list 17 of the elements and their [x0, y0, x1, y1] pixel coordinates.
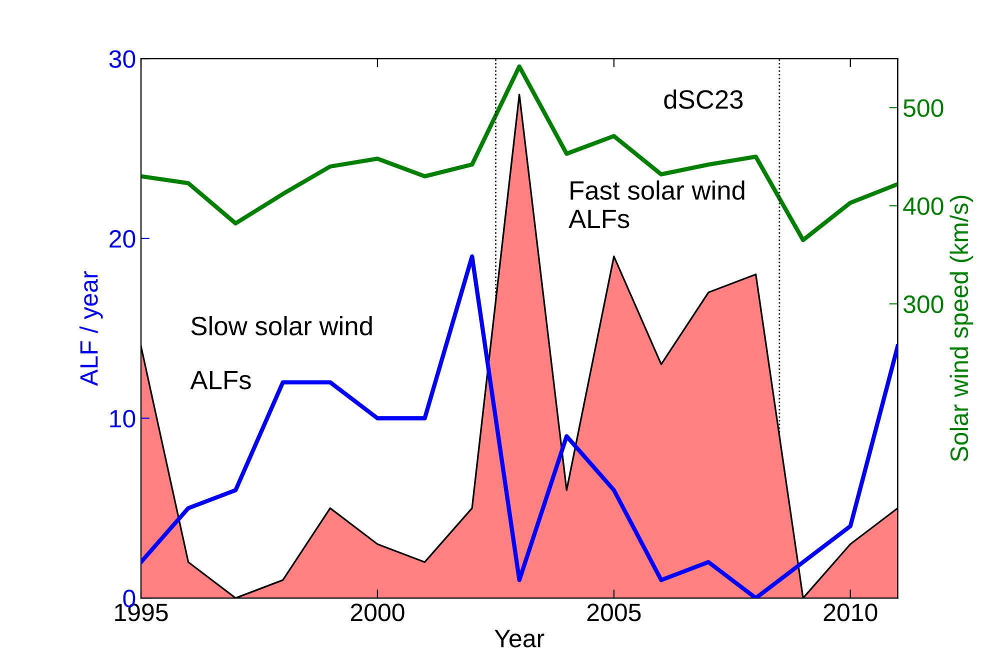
y-tick-label: 10	[110, 410, 136, 428]
y-tick-label: 30	[109, 50, 136, 68]
y-tick-label: 20	[110, 230, 136, 248]
y2-tick-label: 400	[903, 197, 944, 216]
y-axis-title: ALF / year	[79, 271, 103, 386]
annotation: Fast solar wind ALFs	[568, 180, 744, 228]
line-series	[141, 64, 898, 242]
annotation: ALFs	[190, 370, 251, 390]
y2-axis-title: Solar wind speed (km/s)	[950, 196, 974, 462]
annotation: dSC23	[664, 89, 743, 109]
y2-tick-label: 500	[904, 99, 944, 117]
x-axis-title: Year	[494, 630, 544, 648]
annotation: Slow solar wind	[191, 316, 372, 336]
x-tick-label: 2005	[587, 604, 641, 622]
x-tick-label: 2010	[824, 604, 878, 622]
x-tick-label: 2000	[350, 604, 404, 622]
y2-tick-label: 300	[903, 295, 944, 314]
